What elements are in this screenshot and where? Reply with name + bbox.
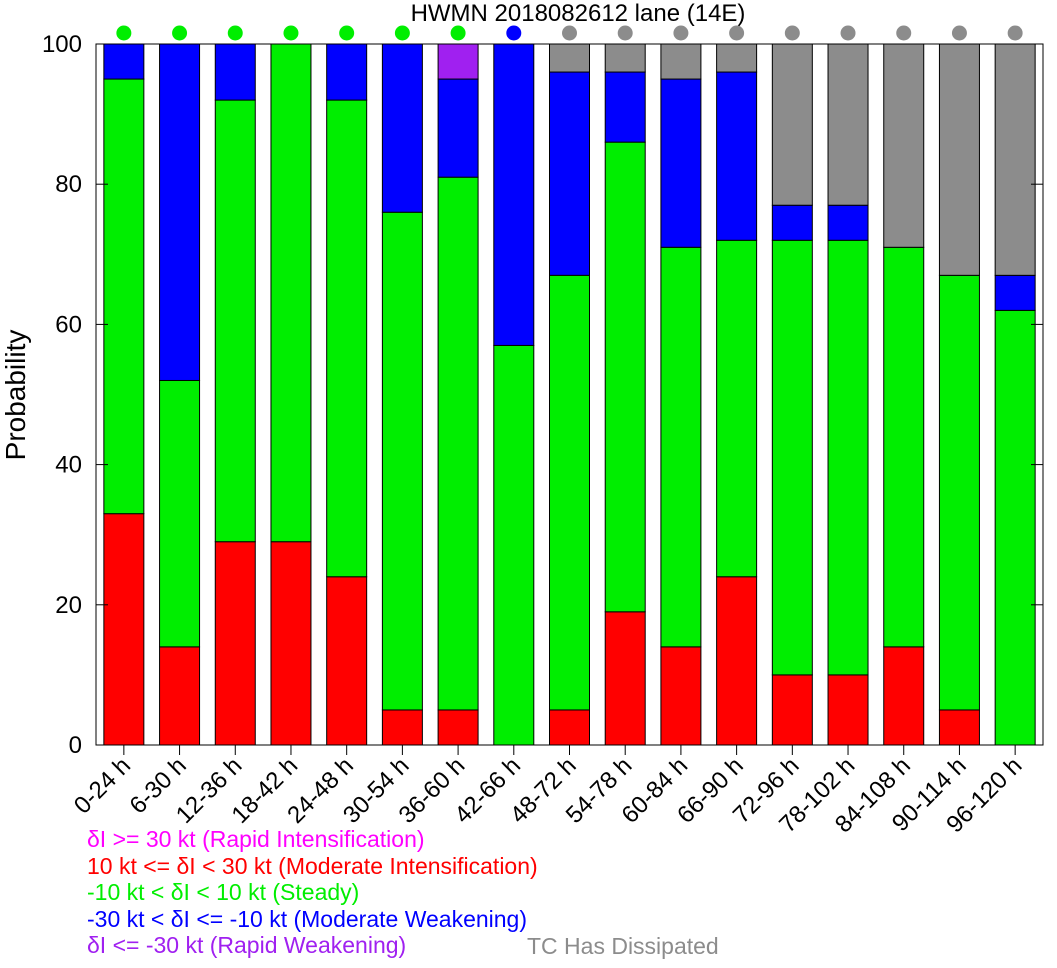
bar-dissipated-72-96 h (771, 43, 813, 206)
bar-steady-24-48 h (326, 99, 368, 578)
bar-moderate_intensification-18-42 h (270, 541, 312, 746)
bar-moderate_intensification-30-54 h (381, 709, 423, 746)
bar-moderate_weakening-72-96 h (771, 204, 813, 241)
top-marker-90-114 h (951, 25, 967, 41)
bar-moderate_weakening-0-24 h (103, 43, 145, 80)
bar-steady-96-120 h (994, 309, 1036, 746)
bar-moderate_weakening-54-78 h (604, 71, 646, 143)
bar-steady-84-108 h (883, 246, 925, 648)
chart-title: HWMN 2018082612 lane (14E) (411, 0, 746, 27)
legend-entry-3: -30 kt < δI <= -10 kt (Moderate Weakenin… (87, 905, 528, 932)
bar-moderate_weakening-24-48 h (326, 43, 368, 101)
y-tick-label-60: 60 (55, 311, 82, 338)
bar-dissipated-84-108 h (883, 43, 925, 248)
bar-steady-18-42 h (270, 43, 312, 543)
top-marker-72-96 h (784, 25, 800, 41)
y-tick-label-40: 40 (55, 452, 82, 479)
bar-steady-60-84 h (660, 246, 702, 648)
bar-steady-48-72 h (549, 274, 590, 711)
bar-dissipated-90-114 h (938, 43, 980, 276)
top-marker-24-48 h (339, 25, 355, 41)
top-marker-84-108 h (896, 25, 912, 41)
top-marker-96-120 h (1007, 25, 1023, 41)
legend-entry-1: 10 kt <= δI < 30 kt (Moderate Intensific… (87, 852, 538, 879)
bar-steady-6-30 h (159, 379, 201, 648)
y-axis-label: Probability (0, 330, 31, 461)
top-marker-30-54 h (394, 25, 410, 41)
bar-moderate_intensification-66-90 h (716, 576, 758, 746)
bar-steady-72-96 h (771, 239, 813, 676)
bar-moderate_intensification-6-30 h (159, 646, 201, 746)
dissipated-label: TC Has Dissipated (527, 933, 719, 959)
bar-moderate_intensification-12-36 h (214, 541, 256, 746)
bar-moderate_weakening-36-60 h (437, 78, 479, 178)
bar-moderate_intensification-60-84 h (660, 646, 702, 746)
top-marker-48-72 h (562, 25, 577, 41)
bar-moderate_weakening-48-72 h (549, 71, 590, 276)
bar-moderate_intensification-72-96 h (771, 674, 813, 746)
bar-dissipated-54-78 h (604, 43, 646, 73)
bar-steady-90-114 h (938, 274, 980, 711)
bar-steady-42-66 h (493, 344, 535, 746)
bar-moderate_weakening-96-120 h (994, 274, 1036, 311)
top-marker-78-102 h (840, 25, 856, 41)
bar-steady-78-102 h (827, 239, 869, 676)
top-marker-6-30 h (172, 25, 188, 41)
bar-steady-0-24 h (103, 78, 145, 515)
bar-steady-30-54 h (381, 211, 423, 711)
bar-moderate_weakening-42-66 h (493, 43, 535, 346)
legend: δI >= 30 kt (Rapid Intensification) 10 kt… (87, 826, 538, 959)
y-tick-label-0: 0 (69, 732, 82, 759)
y-tick-label-100: 100 (42, 31, 82, 58)
top-marker-12-36 h (227, 25, 243, 41)
y-tick-label-80: 80 (55, 171, 82, 198)
bar-moderate_intensification-36-60 h (437, 709, 479, 746)
bar-moderate_weakening-30-54 h (381, 43, 423, 213)
bars (103, 43, 1036, 746)
legend-entry-0: δI >= 30 kt (Rapid Intensification) (87, 826, 425, 852)
bar-moderate_weakening-66-90 h (716, 71, 758, 241)
bar-moderate_intensification-0-24 h (103, 513, 145, 746)
top-marker-54-78 h (617, 25, 633, 41)
bar-moderate_weakening-78-102 h (827, 204, 869, 241)
bar-steady-54-78 h (604, 141, 646, 613)
top-marker-0-24 h (116, 25, 132, 41)
bar-moderate_intensification-48-72 h (549, 709, 590, 746)
top-marker-66-90 h (729, 25, 745, 41)
bar-dissipated-48-72 h (549, 43, 590, 73)
bar-steady-12-36 h (214, 99, 256, 543)
top-marker-36-60 h (450, 25, 466, 41)
top-marker-18-42 h (283, 25, 299, 41)
bar-moderate_weakening-60-84 h (660, 78, 702, 248)
bar-moderate_intensification-78-102 h (827, 674, 869, 746)
legend-entry-4: δI <= -30 kt (Rapid Weakening) (87, 932, 407, 958)
bar-moderate_weakening-6-30 h (159, 43, 201, 381)
bar-dissipated-96-120 h (994, 43, 1036, 276)
bar-moderate_intensification-54-78 h (604, 611, 646, 746)
bar-moderate_intensification-90-114 h (938, 709, 980, 746)
bar-rapid_weakening-36-60 h (437, 43, 479, 80)
bar-moderate_weakening-12-36 h (214, 43, 256, 101)
bar-steady-36-60 h (437, 176, 479, 711)
bar-dissipated-60-84 h (660, 43, 702, 80)
top-markers (116, 25, 1023, 41)
bar-steady-66-90 h (716, 239, 758, 578)
x-tick-label-0-24 h: 0-24 h (69, 752, 136, 819)
top-marker-60-84 h (673, 25, 689, 41)
bar-dissipated-78-102 h (827, 43, 869, 206)
legend-entry-2: -10 kt < δI < 10 kt (Steady) (87, 879, 360, 905)
top-marker-42-66 h (506, 25, 522, 41)
bar-moderate_intensification-24-48 h (326, 576, 368, 746)
bar-dissipated-66-90 h (716, 43, 758, 73)
y-tick-label-20: 20 (55, 592, 82, 619)
bar-moderate_intensification-84-108 h (883, 646, 925, 746)
